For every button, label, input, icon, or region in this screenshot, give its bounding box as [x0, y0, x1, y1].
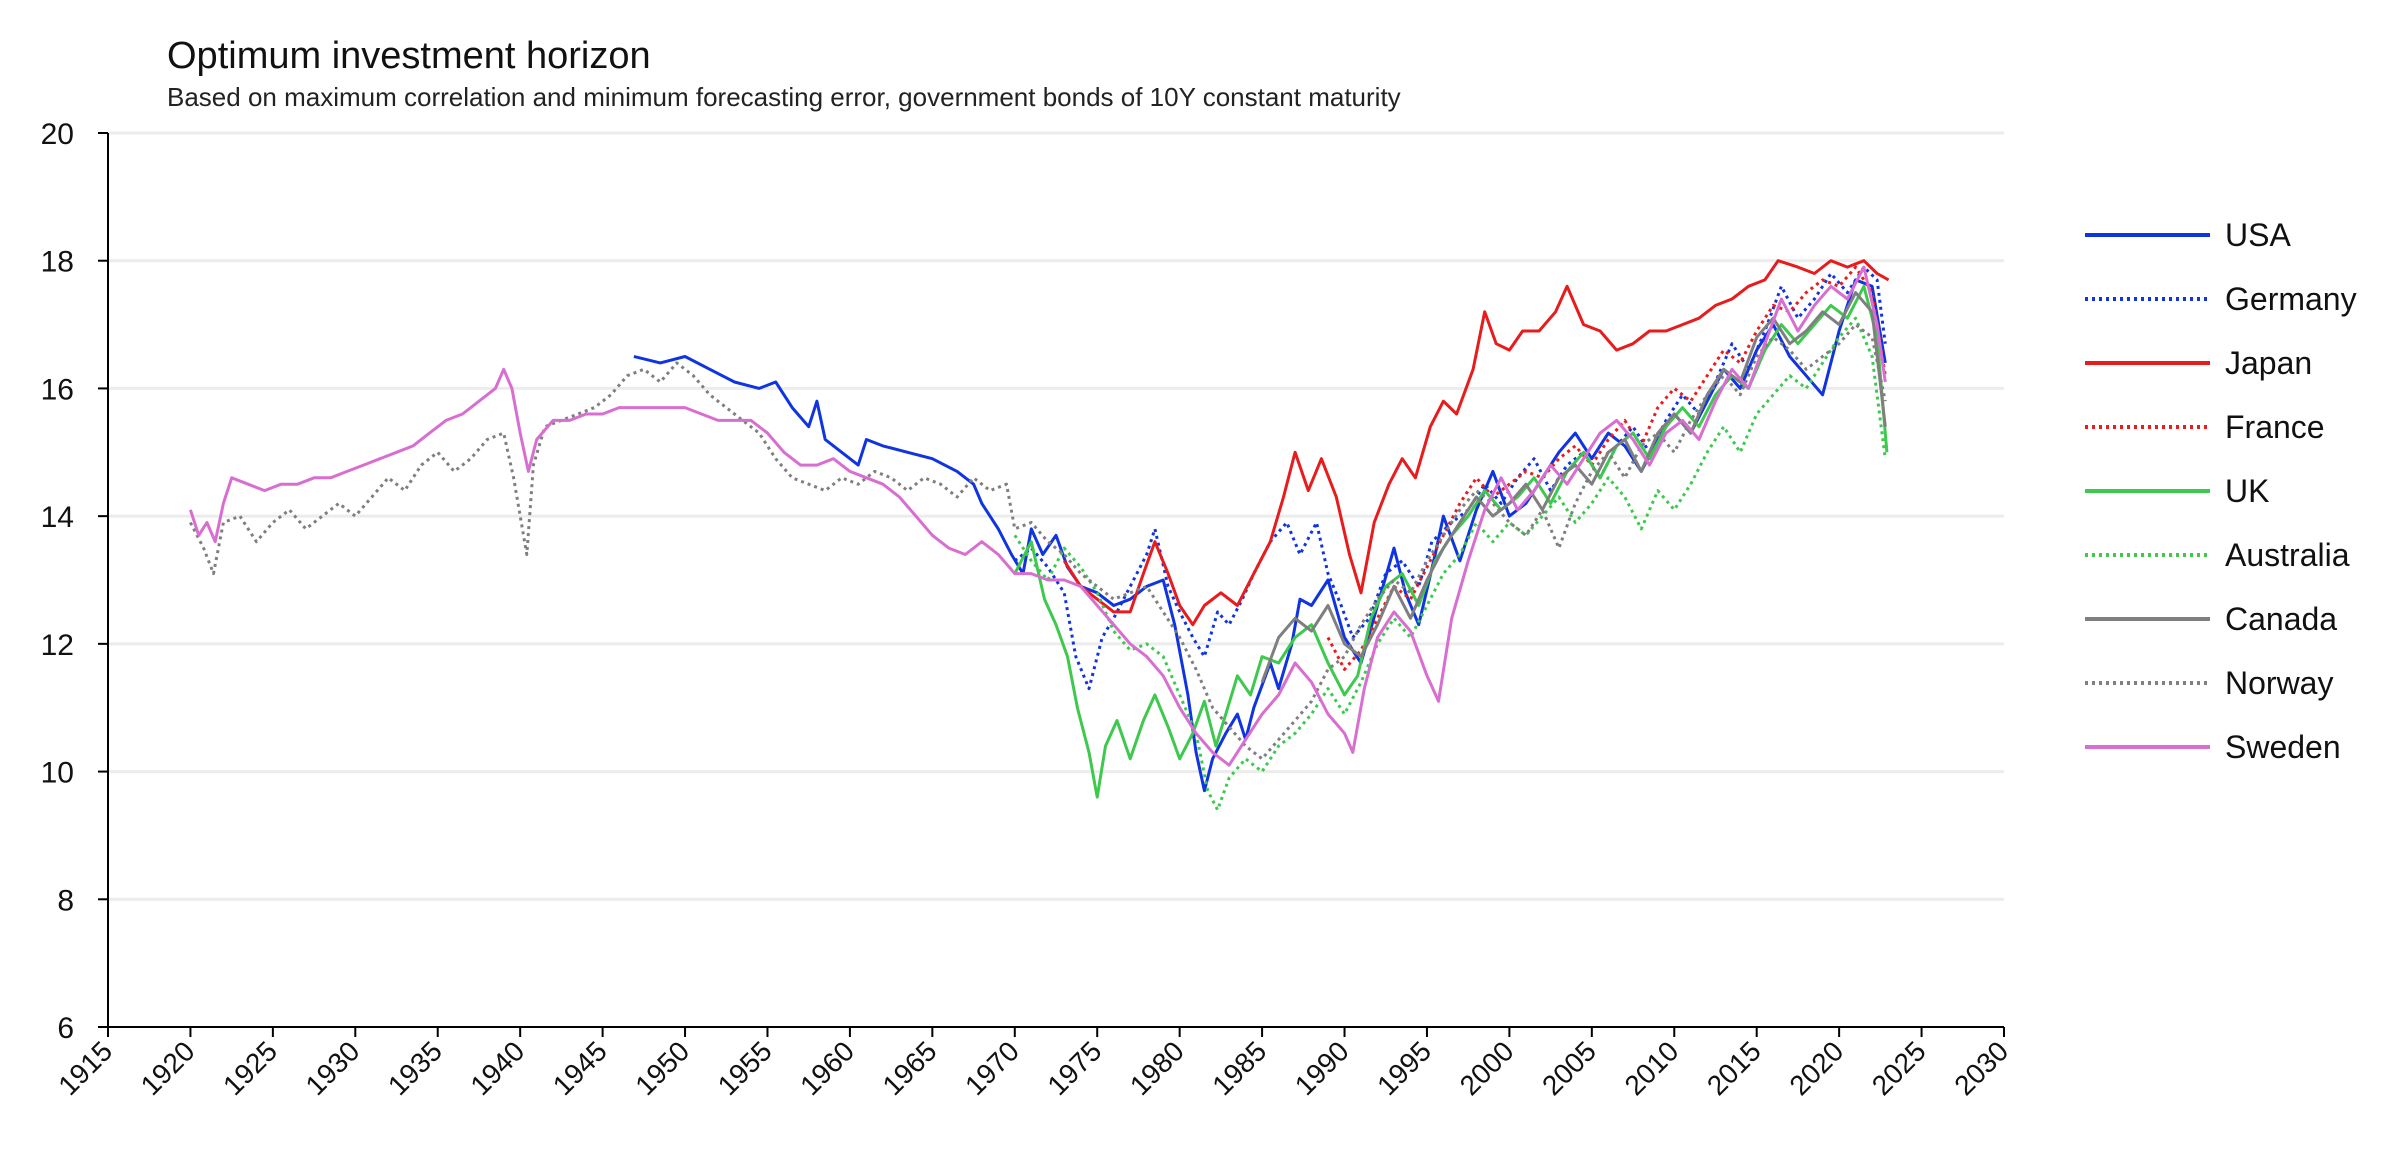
series-line-norway	[189, 323, 1887, 761]
x-tick-label-1935: 1935	[382, 1035, 448, 1101]
series-line-australia	[1013, 316, 1887, 812]
x-tick-label-1985: 1985	[1206, 1035, 1272, 1101]
y-tick-label-6: 6	[57, 1012, 74, 1045]
x-tick-label-1960: 1960	[794, 1035, 860, 1101]
series-line-japan	[1062, 259, 1890, 627]
x-tick-label-1980: 1980	[1124, 1035, 1190, 1101]
x-tick-label-1995: 1995	[1371, 1035, 1437, 1101]
chart-title: Optimum investment horizon	[167, 35, 651, 77]
series-line-uk	[1013, 284, 1889, 799]
legend-label-norway: Norway	[2225, 665, 2333, 701]
y-tick-label-8: 8	[57, 884, 74, 917]
x-tick-label-1940: 1940	[464, 1035, 530, 1101]
x-tick-label-1975: 1975	[1041, 1035, 1107, 1101]
chart-subtitle: Based on maximum correlation and minimum…	[167, 82, 1401, 112]
legend-label-usa: USA	[2225, 217, 2291, 253]
series-line-usa	[633, 278, 1887, 793]
x-tick-label-1920: 1920	[135, 1035, 201, 1101]
legend-label-sweden: Sweden	[2225, 729, 2341, 765]
x-tick-label-2020: 2020	[1783, 1035, 1849, 1101]
y-tick-label-12: 12	[41, 629, 74, 662]
legend-label-france: France	[2225, 409, 2325, 445]
axes: 6 8 10 12 14 16 18 20 1915 1920 1925 1930 1935 1940 19…	[41, 118, 2015, 1101]
y-tick-label-20: 20	[41, 118, 74, 151]
x-tick-label-2005: 2005	[1536, 1035, 1602, 1101]
x-tick-label-1915: 1915	[52, 1035, 118, 1101]
x-tick-label-1930: 1930	[300, 1035, 366, 1101]
x-tick-label-1970: 1970	[959, 1035, 1025, 1101]
legend-label-australia: Australia	[2225, 537, 2350, 573]
x-tick-label-2015: 2015	[1701, 1035, 1767, 1101]
x-tick-label-1965: 1965	[877, 1035, 943, 1101]
legend-label-canada: Canada	[2225, 601, 2337, 637]
y-tick-label-10: 10	[41, 757, 74, 790]
x-tick-label-2030: 2030	[1948, 1035, 2014, 1101]
x-tick-label-1950: 1950	[629, 1035, 695, 1101]
legend-label-uk: UK	[2225, 473, 2269, 509]
x-tick-label-1990: 1990	[1289, 1035, 1355, 1101]
series-line-france	[1326, 265, 1887, 671]
grid-lines	[108, 131, 2004, 901]
y-tick-label-16: 16	[41, 373, 74, 406]
x-tick-label-1925: 1925	[217, 1035, 283, 1101]
legend-label-germany: Germany	[2225, 281, 2357, 317]
x-tick-label-1945: 1945	[547, 1035, 613, 1101]
series-line-canada	[1260, 291, 1887, 683]
legend: USA Germany Japan France UK Australia Canada No…	[2085, 217, 2357, 765]
series-layer	[188, 259, 1890, 812]
x-tick-label-1955: 1955	[712, 1035, 778, 1101]
legend-label-japan: Japan	[2225, 345, 2312, 381]
series-line-sweden	[188, 265, 1887, 767]
y-tick-label-14: 14	[41, 501, 74, 534]
x-tick-label-2025: 2025	[1866, 1035, 1932, 1101]
y-tick-label-18: 18	[41, 246, 74, 279]
x-tick-label-2000: 2000	[1454, 1035, 1520, 1101]
x-tick-label-2010: 2010	[1619, 1035, 1685, 1101]
